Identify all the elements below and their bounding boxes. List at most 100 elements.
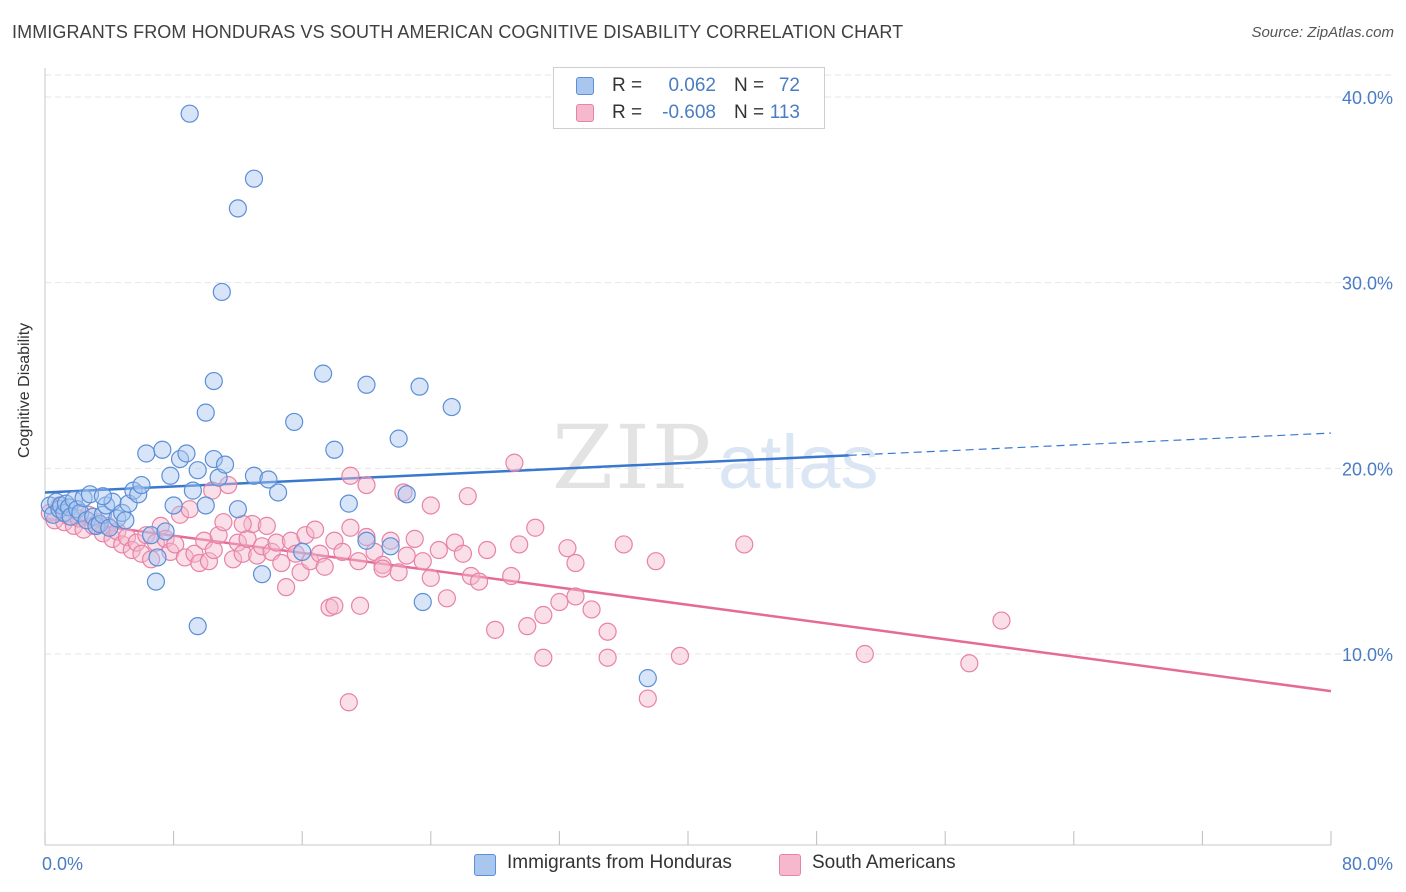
- south-americans-point: [429, 540, 448, 560]
- stats-box: R = 0.062 N = 72 R = -0.608 N = 113: [553, 67, 825, 129]
- honduras-point: [161, 466, 180, 485]
- south-americans-point: [735, 535, 754, 554]
- honduras-point: [137, 444, 156, 463]
- south-americans-point: [421, 568, 440, 587]
- blue-r-label: R =: [612, 75, 643, 96]
- honduras-point: [204, 371, 223, 391]
- honduras-point: [638, 669, 657, 688]
- legend-label-honduras: Immigrants from Honduras: [507, 852, 732, 873]
- honduras-point: [183, 481, 202, 500]
- south-americans-point: [350, 596, 370, 615]
- honduras-points: [40, 104, 657, 688]
- honduras-point: [148, 548, 167, 567]
- stats-row-blue: R = 0.062 N = 72: [554, 75, 824, 99]
- honduras-point: [268, 483, 288, 502]
- south-americans-point: [534, 648, 553, 667]
- honduras-trend-extension: [848, 432, 1332, 456]
- blue-r-value: 0.062: [668, 75, 716, 96]
- south-americans-point: [137, 526, 156, 545]
- honduras-point: [215, 455, 235, 474]
- south-americans-point: [389, 563, 408, 582]
- south-americans-point: [257, 516, 276, 535]
- axis-ticks: 10.0% 20.0% 30.0% 40.0% 0.0% 80.0%: [42, 88, 1393, 874]
- honduras-point: [204, 449, 223, 469]
- y-tick-label: 30.0%: [1342, 274, 1393, 294]
- grid-lines: [45, 74, 1391, 655]
- south-americans-point: [141, 550, 161, 569]
- y-tick-label: 10.0%: [1342, 645, 1393, 665]
- south-americans-point: [437, 589, 456, 608]
- south-americans-point: [325, 596, 344, 615]
- south-americans-point: [214, 513, 233, 532]
- honduras-point: [177, 444, 196, 463]
- chart-title: IMMIGRANTS FROM HONDURAS VS SOUTH AMERIC…: [12, 22, 904, 42]
- pink-n-value: 113: [769, 102, 800, 123]
- south-americans-point: [357, 475, 376, 495]
- honduras-point: [413, 592, 432, 612]
- honduras-point: [285, 412, 304, 432]
- honduras-trend-line: [44, 454, 849, 494]
- honduras-point: [293, 542, 312, 561]
- south-americans-point: [185, 544, 204, 563]
- pink-r-label: R =: [612, 102, 643, 123]
- watermark: ZIP atlas: [552, 406, 879, 509]
- honduras-point: [357, 531, 376, 550]
- honduras-point: [357, 375, 376, 394]
- south-americans-point: [510, 535, 529, 554]
- pink-n-label: N =: [734, 102, 765, 123]
- south-americans-point: [180, 500, 199, 519]
- south-americans-point: [670, 646, 690, 665]
- south-americans-point: [341, 466, 360, 485]
- honduras-point: [153, 440, 172, 459]
- south-americans-point: [248, 546, 267, 565]
- honduras-point: [259, 470, 278, 489]
- honduras-point: [381, 537, 400, 556]
- south-americans-point: [638, 689, 657, 708]
- south-americans-point: [286, 544, 305, 563]
- south-americans-point: [458, 487, 477, 506]
- south-americans-point: [223, 550, 243, 569]
- honduras-point: [228, 500, 247, 519]
- honduras-point: [244, 466, 264, 485]
- south-americans-point: [598, 622, 617, 641]
- south-americans-point: [339, 693, 358, 712]
- south-americans-point: [582, 600, 601, 619]
- honduras-point: [389, 429, 408, 448]
- south-americans-point: [170, 505, 190, 524]
- honduras-point: [410, 377, 429, 396]
- honduras-point: [132, 475, 151, 495]
- honduras-point: [339, 494, 358, 513]
- honduras-point: [442, 397, 461, 417]
- x-tick-label: 80.0%: [1342, 854, 1393, 874]
- south-americans-point: [349, 552, 368, 571]
- honduras-point: [116, 511, 135, 530]
- south-americans-point: [566, 587, 585, 606]
- south-americans-point: [373, 559, 392, 578]
- south-americans-point: [405, 529, 424, 548]
- south-americans-point: [267, 533, 286, 552]
- honduras-point: [156, 522, 175, 541]
- south-americans-point: [566, 553, 585, 573]
- honduras-point: [228, 199, 247, 218]
- honduras-point: [146, 572, 166, 591]
- south-americans-point: [477, 540, 497, 560]
- source-label: Source: ZipAtlas.com: [1251, 24, 1394, 41]
- south-americans-point: [598, 648, 617, 667]
- honduras-point: [212, 282, 231, 302]
- south-americans-point: [505, 453, 524, 472]
- watermark-zip: ZIP: [552, 406, 713, 509]
- honduras-point: [180, 104, 199, 123]
- stats-row-pink: R = -0.608 N = 113: [554, 102, 824, 126]
- south-americans-point: [394, 483, 413, 502]
- south-americans-point: [199, 552, 219, 571]
- south-americans-point: [166, 535, 185, 554]
- honduras-point: [188, 461, 207, 480]
- honduras-point: [141, 526, 161, 545]
- south-americans-point: [413, 552, 432, 571]
- pink-r-value: -0.608: [662, 102, 716, 123]
- south-americans-point: [397, 546, 416, 565]
- south-americans-point: [333, 542, 352, 561]
- south-americans-point: [272, 553, 291, 573]
- south-americans-point: [243, 514, 262, 534]
